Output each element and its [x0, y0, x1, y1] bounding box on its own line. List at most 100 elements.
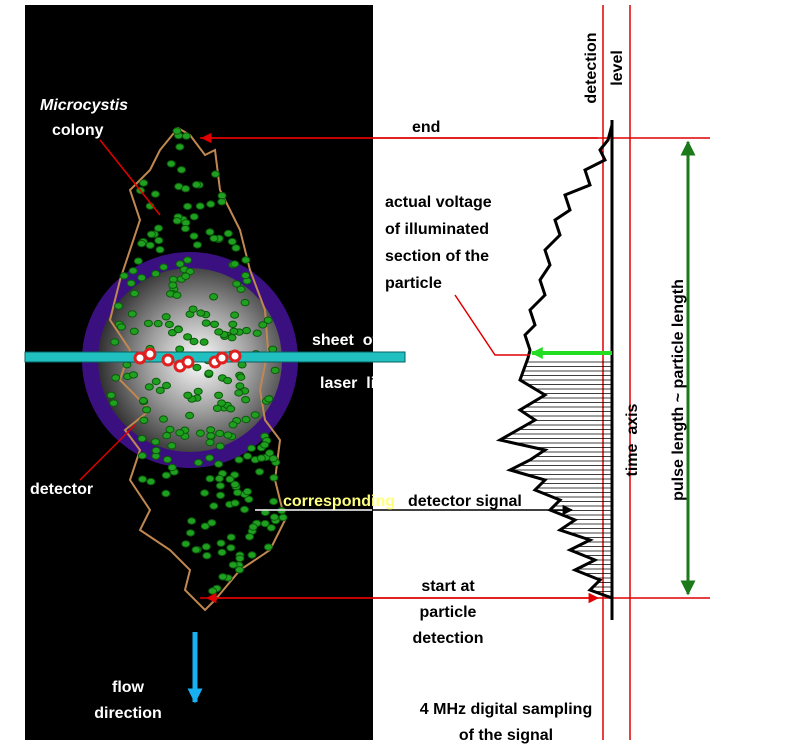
cell — [225, 475, 235, 483]
cell — [265, 449, 275, 457]
cell — [206, 432, 216, 440]
cell — [145, 241, 155, 250]
sampling-label: of the signal — [459, 727, 553, 744]
cell — [243, 452, 252, 460]
cell — [207, 519, 217, 527]
cell — [200, 489, 210, 497]
cell — [142, 406, 152, 414]
cell — [189, 213, 199, 221]
cell — [139, 179, 149, 187]
cell — [228, 421, 238, 429]
cell — [183, 391, 193, 399]
cell — [167, 463, 177, 472]
cell — [143, 319, 153, 328]
cell — [240, 298, 250, 307]
cell — [241, 271, 251, 280]
cell — [226, 533, 236, 541]
cell — [205, 475, 215, 483]
cell — [210, 320, 219, 328]
cell — [241, 396, 251, 404]
cell — [226, 544, 236, 552]
cell — [209, 234, 219, 243]
cell — [127, 310, 137, 318]
cell — [235, 382, 245, 390]
cell — [175, 143, 185, 151]
cell — [264, 395, 274, 403]
cell — [270, 366, 280, 375]
cell — [193, 458, 203, 467]
cell — [129, 371, 138, 379]
cell — [215, 429, 225, 438]
cell — [106, 391, 116, 399]
cell — [116, 323, 126, 331]
cell — [237, 361, 247, 369]
cell — [241, 256, 251, 264]
cell — [248, 523, 258, 531]
cell — [230, 311, 240, 319]
cell — [162, 431, 172, 440]
cell — [181, 132, 191, 140]
cell — [180, 224, 190, 233]
cell — [258, 321, 268, 329]
cell — [168, 281, 178, 289]
cell — [217, 198, 227, 206]
cell — [187, 517, 197, 525]
cell — [247, 551, 257, 559]
cell — [234, 389, 244, 397]
cell — [173, 325, 183, 334]
cell — [200, 522, 210, 530]
cell — [159, 415, 168, 423]
cell — [191, 546, 201, 554]
cell — [109, 399, 119, 407]
cell — [260, 441, 270, 449]
cell — [266, 524, 276, 532]
cell — [119, 272, 129, 280]
cell — [162, 381, 171, 390]
cell — [151, 270, 161, 278]
cell — [202, 552, 212, 560]
voltage-label: of illuminated — [385, 221, 489, 238]
cell — [243, 487, 252, 496]
cell — [151, 446, 161, 455]
cell — [154, 224, 163, 232]
cell — [201, 543, 211, 551]
cell — [137, 452, 147, 460]
cell — [128, 267, 138, 275]
cell — [133, 257, 143, 265]
cell — [242, 326, 251, 335]
cell — [161, 471, 171, 479]
detection-level-label: detection — [583, 32, 600, 103]
laser-label: sheet of — [312, 332, 378, 349]
cell — [260, 519, 270, 528]
cell — [231, 244, 241, 252]
cell — [144, 383, 154, 391]
cell — [228, 561, 238, 569]
cell — [181, 185, 191, 193]
cell — [183, 256, 193, 264]
cell — [240, 505, 249, 514]
cell — [255, 468, 265, 476]
end-label: end — [412, 119, 440, 136]
pointer — [99, 139, 161, 216]
laser-label: laser light — [320, 375, 401, 392]
cell — [236, 285, 246, 293]
cell — [260, 508, 270, 517]
flow-label: direction — [94, 705, 162, 722]
cell — [256, 454, 266, 462]
sampling-label: 4 MHz digital sampling — [420, 701, 592, 718]
cell — [193, 387, 203, 396]
cell — [129, 327, 139, 335]
cell — [241, 415, 251, 424]
cell — [215, 442, 225, 450]
voltage-label: section of the — [385, 248, 489, 265]
cell — [216, 539, 226, 547]
cell — [230, 260, 240, 268]
cell — [229, 327, 239, 335]
cell — [189, 232, 199, 240]
cell — [161, 313, 171, 321]
cell — [195, 202, 205, 210]
cell — [211, 170, 220, 178]
voltage-label: actual voltage — [385, 194, 492, 211]
cell — [205, 438, 215, 447]
